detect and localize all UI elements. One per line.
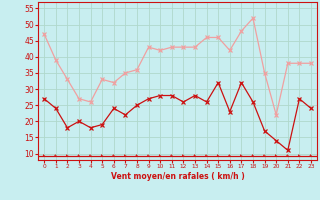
X-axis label: Vent moyen/en rafales ( km/h ): Vent moyen/en rafales ( km/h ): [111, 172, 244, 181]
